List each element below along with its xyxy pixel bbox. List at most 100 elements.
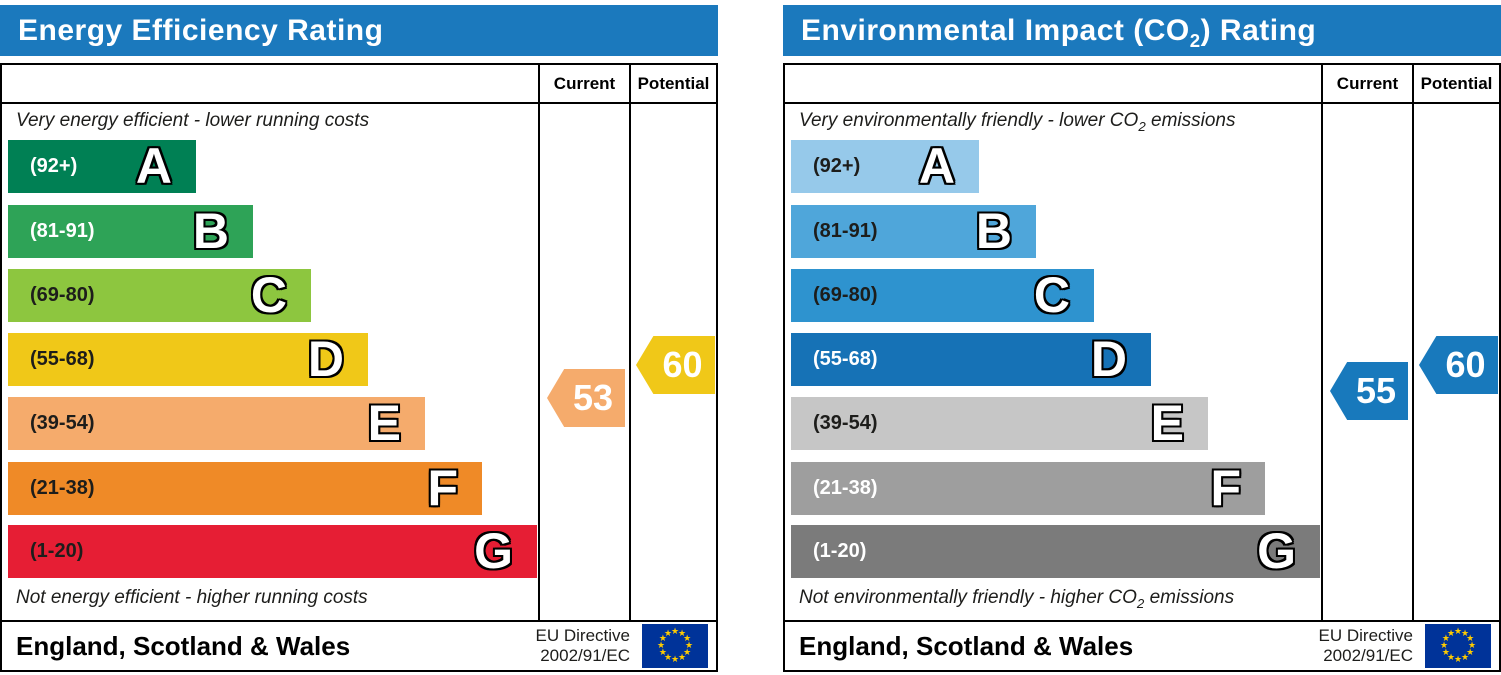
potential-column-divider — [1412, 65, 1414, 620]
band-range-label: (81-91) — [30, 220, 95, 242]
band-range-label: (55-68) — [30, 348, 95, 370]
environmental-impact-panel: Environmental Impact (CO2) Rating Curren… — [783, 0, 1501, 675]
rating-band-f: (21-38) F — [8, 462, 482, 515]
eu-directive-label: EU Directive 2002/91/EC — [535, 625, 630, 665]
band-letter: E — [1150, 394, 1184, 451]
bottom-caption: Not environmentally friendly - higher CO… — [799, 587, 1235, 611]
eu-directive-label: EU Directive 2002/91/EC — [1318, 625, 1413, 665]
eu-star: ★ — [683, 633, 692, 643]
band-range-label: (39-54) — [813, 412, 878, 434]
band-letter: B — [975, 202, 1012, 259]
band-range-label: (1-20) — [30, 540, 84, 562]
rating-band-f: (21-38) F — [791, 462, 1265, 515]
band-range-label: (92+) — [30, 155, 78, 177]
energy-efficiency-panel: Energy Efficiency Rating Current Potenti… — [0, 0, 718, 675]
eu-star: ★ — [1441, 633, 1450, 643]
eu-star: ★ — [1453, 654, 1463, 664]
panel-title-text: Environmental Impact (CO — [801, 14, 1190, 47]
potential-rating-arrow: 60 — [636, 336, 715, 394]
eu-star: ★ — [1453, 626, 1463, 636]
rating-band-b: (81-91) B — [8, 205, 253, 258]
bottom-caption: Not energy efficient - higher running co… — [16, 587, 368, 608]
rating-band-d: (55-68) D — [8, 333, 368, 386]
eu-star: ★ — [670, 626, 680, 636]
band-range-label: (69-80) — [30, 284, 95, 306]
rating-band-g: (1-20) G — [8, 525, 537, 578]
band-letter: C — [250, 266, 287, 323]
rating-band-a: (92+) A — [8, 140, 196, 193]
band-range-label: (21-38) — [30, 477, 95, 499]
eu-star: ★ — [677, 652, 687, 663]
band-letter: D — [1090, 330, 1127, 387]
header-divider-line — [785, 102, 1499, 104]
energy-rating-chart: Current Potential Very energy efficient … — [0, 63, 718, 672]
band-letter: F — [1210, 459, 1241, 516]
band-letter: A — [135, 137, 172, 194]
panel-title-text-post: ) Rating — [1200, 14, 1317, 47]
current-rating-arrow: 53 — [547, 369, 625, 427]
band-range-label: (39-54) — [30, 412, 95, 434]
panel-footer: England, Scotland & Wales EU Directive 2… — [2, 620, 716, 670]
rating-band-d: (55-68) D — [791, 333, 1151, 386]
band-letter: F — [427, 459, 458, 516]
eu-star: ★ — [1467, 640, 1477, 650]
top-caption: Very energy efficient - lower running co… — [16, 110, 370, 131]
potential-rating-arrow: 60 — [1419, 336, 1498, 394]
band-range-label: (81-91) — [813, 220, 878, 242]
energy-panel-title: Energy Efficiency Rating — [0, 5, 718, 56]
band-range-label: (55-68) — [813, 348, 878, 370]
rating-band-a: (92+) A — [791, 140, 979, 193]
band-range-label: (1-20) — [813, 540, 867, 562]
potential-column-header: Potential — [637, 74, 710, 93]
header-divider-line — [2, 102, 716, 104]
band-letter: A — [918, 137, 955, 194]
current-column-header: Current — [553, 74, 616, 93]
eu-star: ★ — [683, 647, 692, 657]
rating-band-c: (69-80) C — [791, 269, 1094, 322]
eu-star: ★ — [1446, 627, 1456, 638]
band-letter: D — [307, 330, 344, 387]
potential-column-divider — [629, 65, 631, 620]
band-range-label: (21-38) — [813, 477, 878, 499]
band-range-label: (92+) — [813, 155, 861, 177]
eu-flag-icon: ★ ★ ★ ★ ★ ★ ★ ★ ★ ★ ★ ★ — [1425, 624, 1491, 668]
eu-star: ★ — [1460, 627, 1470, 638]
eu-star: ★ — [658, 633, 667, 643]
rating-band-c: (69-80) C — [8, 269, 311, 322]
band-letter: E — [367, 394, 401, 451]
potential-column-header: Potential — [1420, 74, 1493, 93]
region-label: England, Scotland & Wales — [16, 630, 351, 661]
eu-star: ★ — [663, 627, 673, 638]
eu-star: ★ — [1466, 633, 1475, 643]
band-letter: G — [474, 522, 513, 579]
eu-star: ★ — [1441, 647, 1450, 657]
eu-star: ★ — [670, 654, 680, 664]
eu-star: ★ — [1446, 652, 1456, 663]
rating-band-e: (39-54) E — [791, 397, 1208, 450]
eu-star: ★ — [1439, 640, 1449, 650]
band-range-label: (69-80) — [813, 284, 878, 306]
eu-star: ★ — [656, 640, 666, 650]
rating-band-g: (1-20) G — [791, 525, 1320, 578]
eu-star: ★ — [684, 640, 694, 650]
panel-title-text: Energy Efficiency Rating — [18, 14, 384, 47]
current-column-divider — [1321, 65, 1323, 620]
panel-footer: England, Scotland & Wales EU Directive 2… — [785, 620, 1499, 670]
eu-star: ★ — [663, 652, 673, 663]
current-rating-arrow: 55 — [1330, 362, 1408, 420]
panel-title-subscript: 2 — [1189, 30, 1201, 51]
band-letter: C — [1033, 266, 1070, 323]
current-column-header: Current — [1336, 74, 1399, 93]
eu-flag-icon: ★ ★ ★ ★ ★ ★ ★ ★ ★ ★ ★ ★ — [642, 624, 708, 668]
eu-star: ★ — [658, 647, 667, 657]
rating-band-b: (81-91) B — [791, 205, 1036, 258]
band-letter: B — [192, 202, 229, 259]
current-column-divider — [538, 65, 540, 620]
environmental-panel-title: Environmental Impact (CO2) Rating — [783, 5, 1501, 56]
eu-star: ★ — [1460, 652, 1470, 663]
rating-band-e: (39-54) E — [8, 397, 425, 450]
eu-star: ★ — [677, 627, 687, 638]
top-caption: Very environmentally friendly - lower CO… — [799, 110, 1236, 134]
eu-star: ★ — [1466, 647, 1475, 657]
